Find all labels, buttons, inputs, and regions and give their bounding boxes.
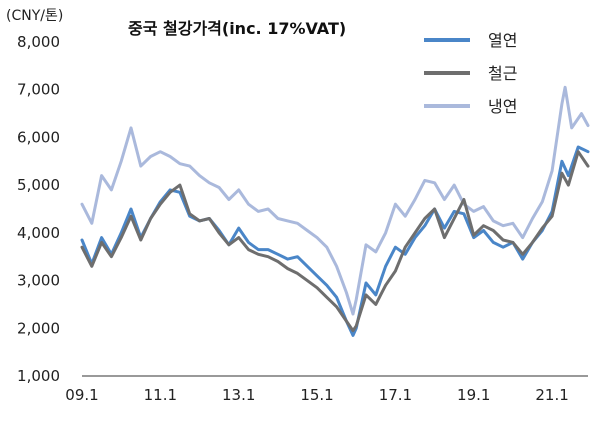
y-tick-label: 1,000 xyxy=(17,367,60,385)
y-tick-label: 8,000 xyxy=(17,33,60,51)
y-tick-label: 5,000 xyxy=(17,176,60,194)
x-axis: 09.1 11.1 13.1 15.1 17.1 19.1 21.1 xyxy=(65,375,588,404)
legend-label-1: 열연 xyxy=(488,31,517,50)
chart-title: 중국 철강가격(inc. 17%VAT) xyxy=(128,19,346,38)
x-tick-label: 13.1 xyxy=(222,386,255,404)
y-axis: 1,000 2,000 3,000 4,000 5,000 6,000 7,000 8,000 xyxy=(17,33,60,385)
x-tick-label: 19.1 xyxy=(457,386,490,404)
x-tick-label: 15.1 xyxy=(300,386,333,404)
legend-label-3: 냉연 xyxy=(488,97,517,116)
x-tick-label: 11.1 xyxy=(144,386,177,404)
series-line-3 xyxy=(80,85,590,316)
x-tick-label: 17.1 xyxy=(379,386,412,404)
y-tick-label: 2,000 xyxy=(17,319,60,337)
y-tick-label: 6,000 xyxy=(17,128,60,146)
x-tick-label: 09.1 xyxy=(65,386,98,404)
unit-label: (CNY/톤) xyxy=(6,8,63,24)
y-tick-label: 7,000 xyxy=(17,81,60,99)
series-line-2 xyxy=(80,150,590,333)
y-tick-label: 3,000 xyxy=(17,272,60,290)
x-tick-label: 21.1 xyxy=(535,386,568,404)
series-line-1 xyxy=(80,145,590,337)
y-tick-label: 4,000 xyxy=(17,224,60,242)
series-lines xyxy=(80,85,590,337)
legend-label-2: 철근 xyxy=(488,64,517,83)
